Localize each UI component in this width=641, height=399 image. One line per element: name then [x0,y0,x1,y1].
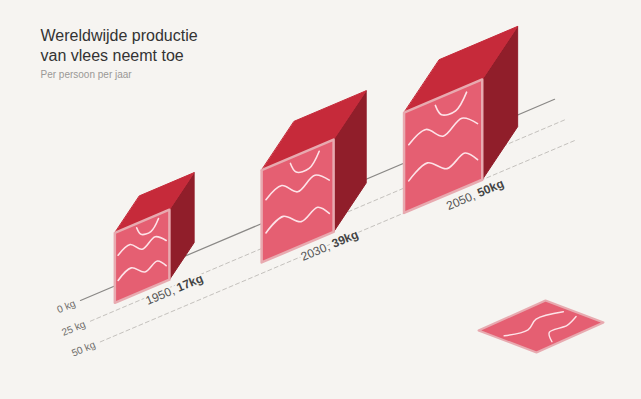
svg-text:0 kg: 0 kg [55,298,77,316]
svg-text:2030,: 2030, [299,239,332,264]
svg-text:25 kg: 25 kg [60,318,87,338]
svg-text:50 kg: 50 kg [70,339,97,359]
svg-text:2050,: 2050, [444,188,477,213]
svg-text:Wereldwijde productievan vlees: Wereldwijde productievan vlees neemt toe [41,27,198,64]
svg-text:39kg: 39kg [330,227,361,251]
svg-text:1950,: 1950, [144,283,177,308]
svg-text:50kg: 50kg [475,176,506,200]
svg-text:17kg: 17kg [174,271,205,295]
svg-text:Per persoon per jaar: Per persoon per jaar [41,69,133,80]
